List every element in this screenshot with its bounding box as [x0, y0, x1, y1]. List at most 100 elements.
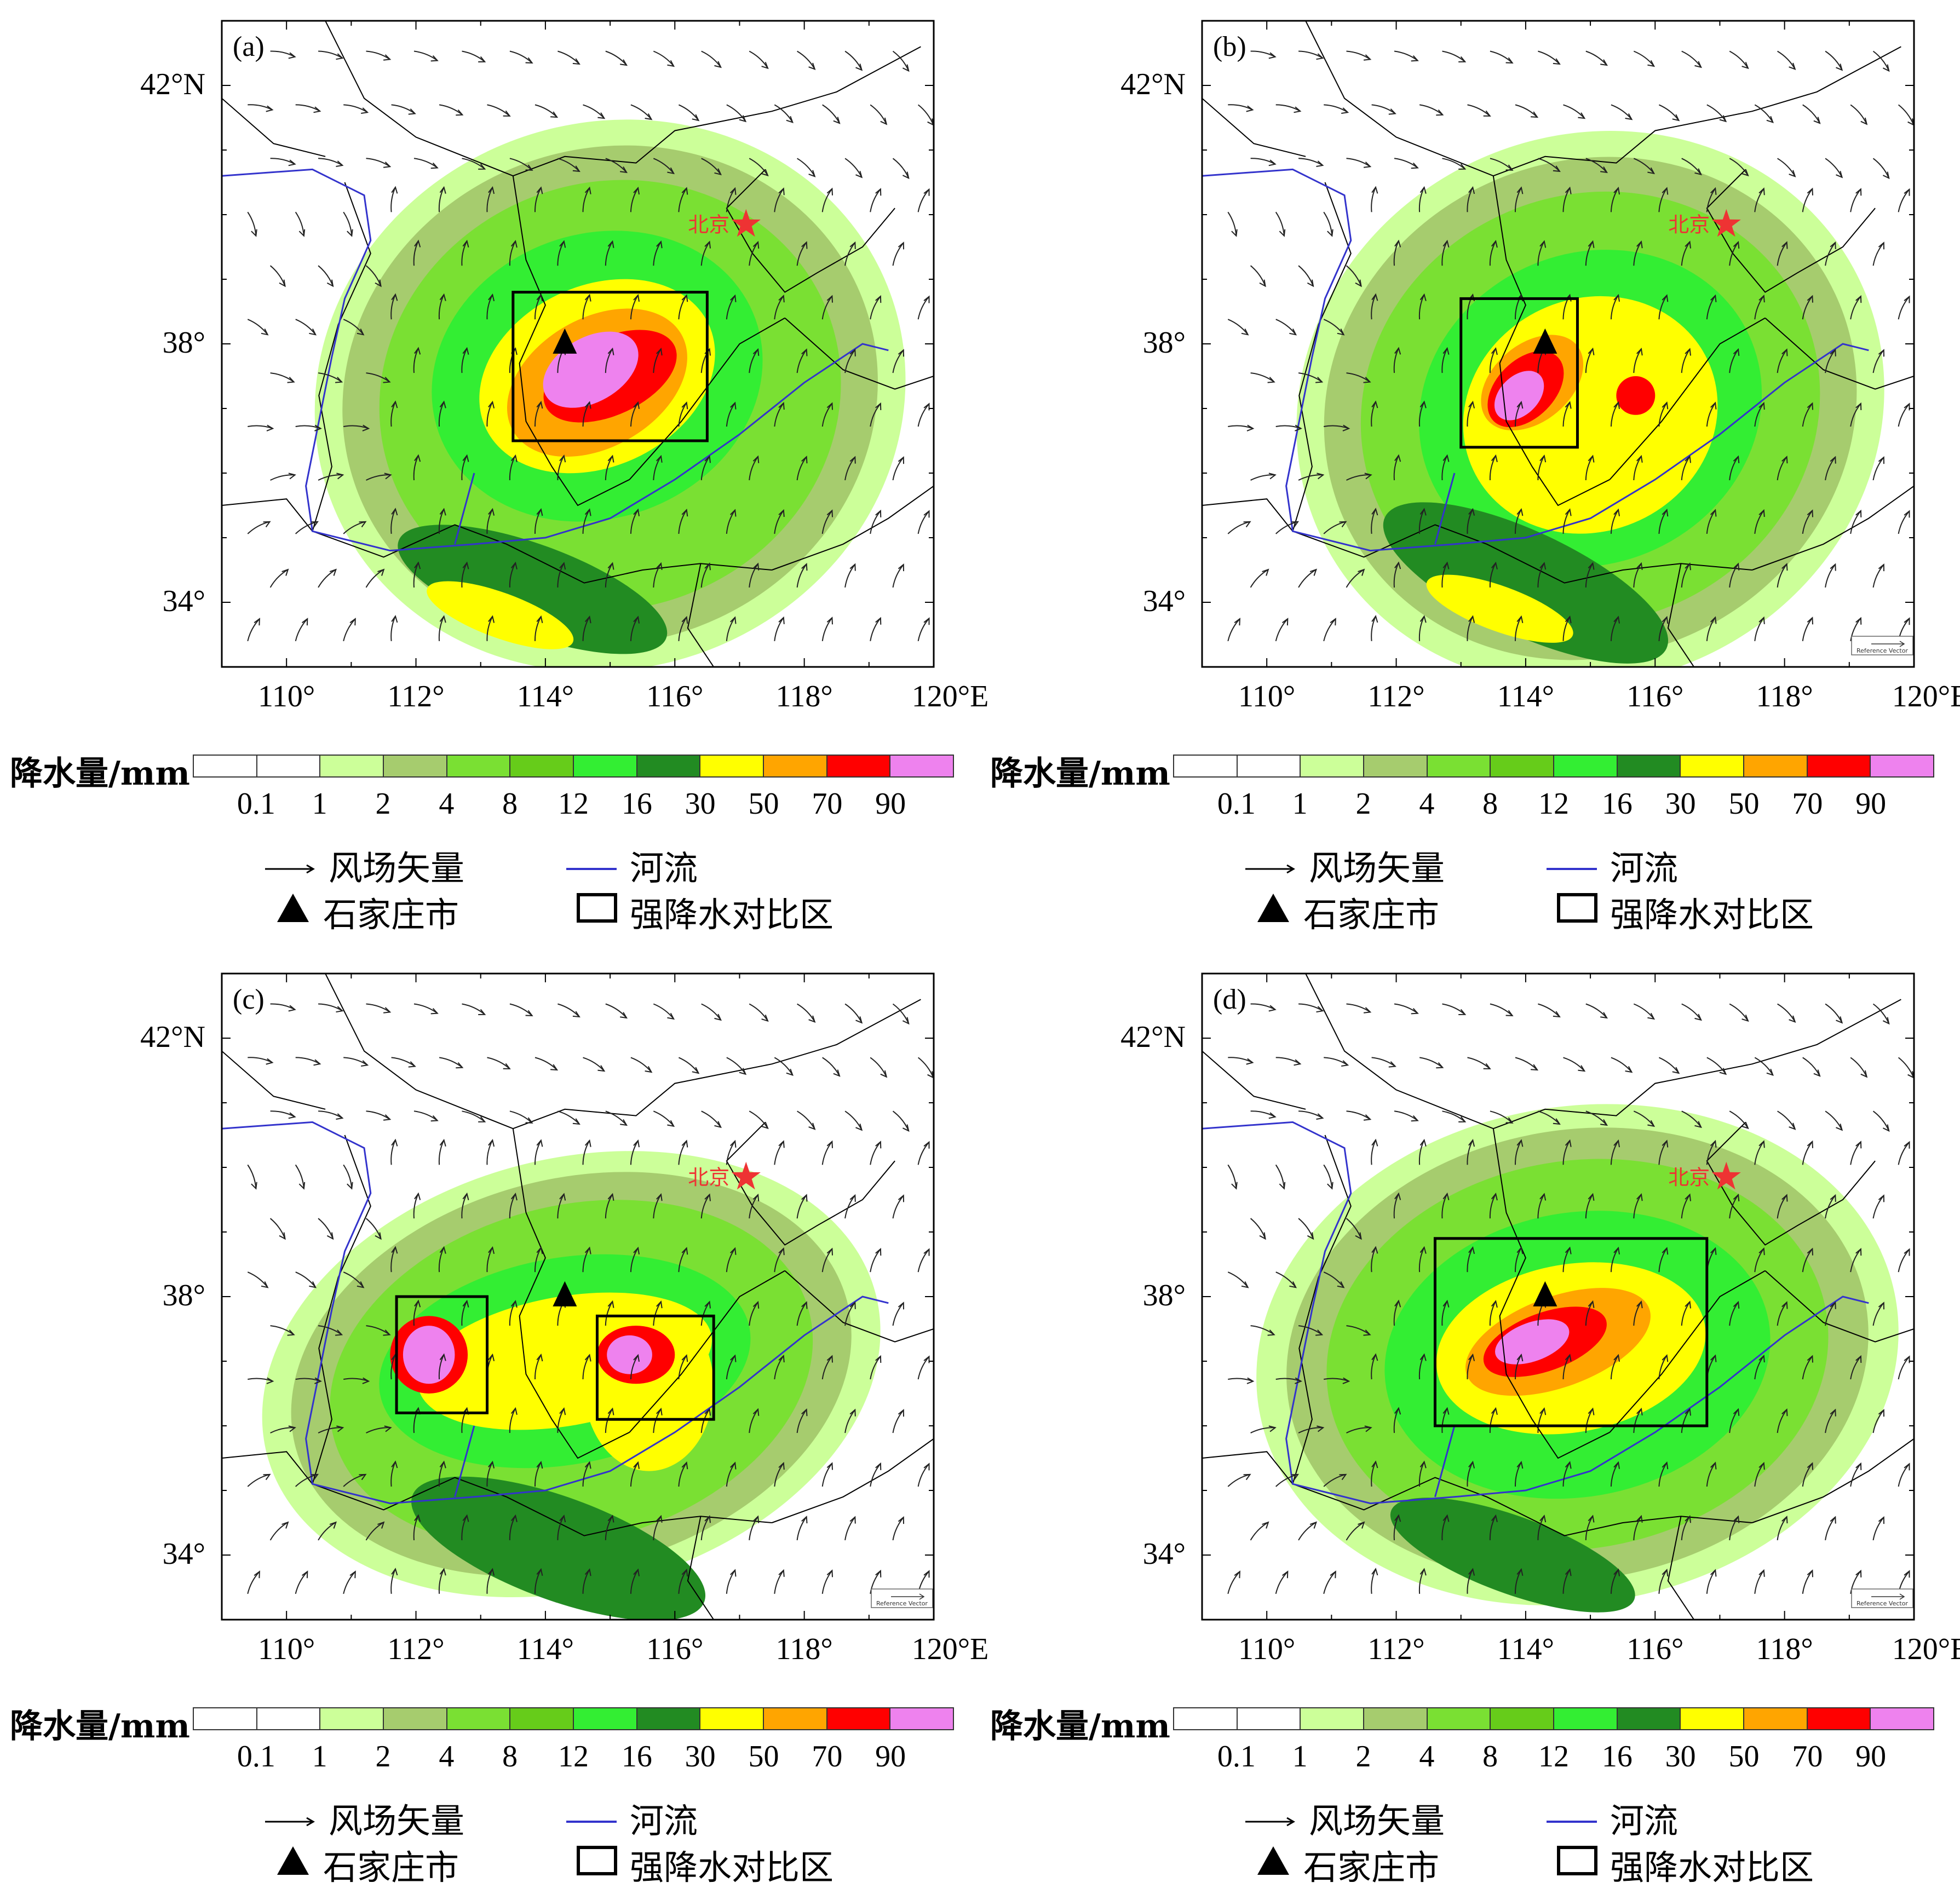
- wind-arrowhead: [1855, 1462, 1862, 1470]
- wind-arrowhead: [1436, 1062, 1444, 1069]
- wind-arrowhead: [729, 294, 737, 302]
- wind-arrowhead: [1243, 1473, 1251, 1481]
- wind-arrowhead: [1613, 401, 1620, 409]
- wind-arrowhead: [1363, 377, 1371, 383]
- province-boundary: [1202, 1050, 1306, 1110]
- wind-arrowhead: [584, 186, 591, 194]
- province-boundary: [784, 1270, 934, 1343]
- wind-arrowhead: [430, 1115, 439, 1122]
- wind-arrowhead: [729, 1569, 737, 1577]
- wind-arrowhead: [1419, 508, 1427, 516]
- wind-arrowhead: [1315, 1329, 1324, 1336]
- wind-arrowhead: [808, 170, 816, 177]
- lon-label: 110°: [258, 1632, 315, 1666]
- wind-vector: [941, 1518, 952, 1540]
- wind-arrow-icon: [1243, 845, 1298, 885]
- legend-box: 强降水对比区: [1555, 887, 1814, 936]
- wind-arrowhead: [414, 347, 421, 355]
- colorbar-tick-label: 2: [1355, 1740, 1371, 1774]
- wind-arrowhead: [503, 1063, 511, 1069]
- wind-arrowhead: [1588, 454, 1595, 463]
- lon-label: 112°: [1367, 680, 1425, 713]
- wind-arrowhead: [633, 1568, 640, 1576]
- colorbar-swatch: [1871, 756, 1934, 776]
- wind-arrowhead: [456, 109, 464, 116]
- colorbar-swatch: [1301, 756, 1365, 776]
- wind-arrowhead: [1419, 293, 1427, 301]
- lon-label: 110°: [258, 680, 315, 713]
- wind-arrowhead: [1930, 1018, 1936, 1024]
- colorbar-swatch: [1364, 1708, 1428, 1729]
- wind-arrowhead: [1565, 508, 1572, 516]
- wind-arrowhead: [1491, 454, 1498, 463]
- wind-arrowhead: [439, 186, 446, 194]
- colorbar-swatch: [1174, 1708, 1238, 1729]
- wind-arrowhead: [1878, 1302, 1884, 1310]
- wind-arrowhead: [1327, 229, 1334, 237]
- wind-arrowhead: [752, 1300, 760, 1309]
- wind-arrowhead: [1613, 1568, 1620, 1576]
- wind-arrowhead: [1371, 1353, 1378, 1361]
- wind-arrowhead: [1491, 1407, 1498, 1415]
- wind-arrowhead: [902, 64, 910, 72]
- wind-arrowhead: [414, 1192, 421, 1200]
- wind-arrowhead: [1505, 57, 1514, 64]
- wind-arrowhead: [281, 1521, 289, 1529]
- river-line-icon: [1544, 1798, 1599, 1838]
- lat-label: 42°N: [1120, 1020, 1186, 1054]
- wind-vector: [941, 1004, 956, 1024]
- wind-arrowhead: [347, 1182, 353, 1190]
- colorbar-swatch: [257, 1708, 321, 1729]
- legend-city-label: 石家庄市: [323, 1847, 459, 1887]
- wind-arrowhead: [584, 1354, 591, 1362]
- wind-arrowhead: [251, 1182, 257, 1190]
- colorbar-tick-label: 4: [439, 1740, 455, 1774]
- wind-arrowhead: [1685, 455, 1691, 463]
- province-boundary: [312, 1477, 772, 1536]
- wind-arrowhead: [1468, 1568, 1475, 1576]
- wind-arrowhead: [1262, 1521, 1269, 1529]
- wind-arrowhead: [311, 1473, 319, 1481]
- wind-arrowhead: [752, 1193, 760, 1202]
- wind-arrowhead: [1419, 1568, 1427, 1576]
- wind-arrowhead: [584, 1568, 591, 1576]
- wind-arrowhead: [1636, 1193, 1643, 1201]
- reference-vector-arrow: [1871, 1593, 1905, 1600]
- wind-arrowhead: [1309, 568, 1318, 576]
- wind-arrowhead: [288, 473, 296, 480]
- wind-arrowhead: [1733, 348, 1740, 356]
- wind-arrowhead: [1289, 1281, 1297, 1288]
- precip-contour: [1426, 574, 1573, 643]
- wind-arrowhead: [801, 1301, 808, 1309]
- river-line: [222, 1121, 889, 1505]
- wind-arrowhead: [414, 561, 421, 569]
- wind-arrowhead: [1388, 108, 1396, 115]
- wind-arrowhead: [1647, 1120, 1656, 1127]
- colorbar-tick-label: 16: [1601, 787, 1633, 821]
- province-boundary: [1752, 485, 1914, 571]
- wind-arrowhead: [1363, 1114, 1372, 1121]
- colorbar-tick-label: 50: [1728, 1740, 1760, 1774]
- wind-arrowhead: [488, 1139, 495, 1147]
- wind-arrowhead: [1600, 166, 1608, 174]
- precip-contour: [427, 581, 574, 649]
- wind-arrowhead: [739, 115, 747, 123]
- wind-arrowhead: [1279, 1182, 1286, 1190]
- wind-arrowhead: [439, 1460, 446, 1469]
- wind-arrowhead: [947, 565, 952, 572]
- wind-arrowhead: [1342, 424, 1350, 431]
- colorbar-swatch: [700, 1708, 765, 1729]
- colorbar-swatch: [827, 756, 891, 776]
- wind-arrowhead: [1685, 1193, 1691, 1201]
- wind-arrowhead: [1364, 1425, 1372, 1432]
- wind-arrowhead: [263, 1473, 271, 1481]
- wind-vector: [1921, 1196, 1932, 1218]
- wind-arrowhead: [335, 1329, 343, 1336]
- wind-arrowhead: [1363, 1007, 1372, 1014]
- wind-arrowhead: [849, 348, 856, 356]
- colorbar-swatch: [1617, 1708, 1681, 1729]
- shijiazhuang-marker: [553, 328, 577, 354]
- wind-arrowhead: [778, 509, 785, 517]
- wind-arrowhead: [1468, 508, 1475, 516]
- wind-arrowhead: [1882, 64, 1890, 72]
